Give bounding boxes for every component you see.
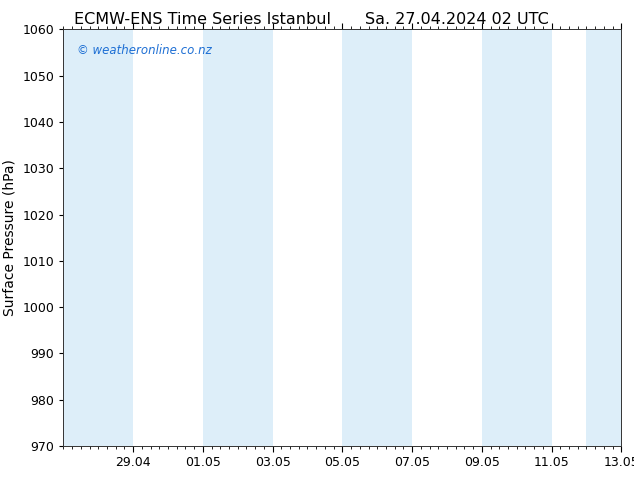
Bar xyxy=(63,29,133,446)
Bar xyxy=(482,29,552,446)
Text: Sa. 27.04.2024 02 UTC: Sa. 27.04.2024 02 UTC xyxy=(365,12,548,27)
Bar xyxy=(203,29,273,446)
Bar xyxy=(342,29,412,446)
Bar xyxy=(586,29,621,446)
Text: © weatheronline.co.nz: © weatheronline.co.nz xyxy=(77,44,212,57)
Y-axis label: Surface Pressure (hPa): Surface Pressure (hPa) xyxy=(3,159,17,316)
Text: ECMW-ENS Time Series Istanbul: ECMW-ENS Time Series Istanbul xyxy=(74,12,332,27)
